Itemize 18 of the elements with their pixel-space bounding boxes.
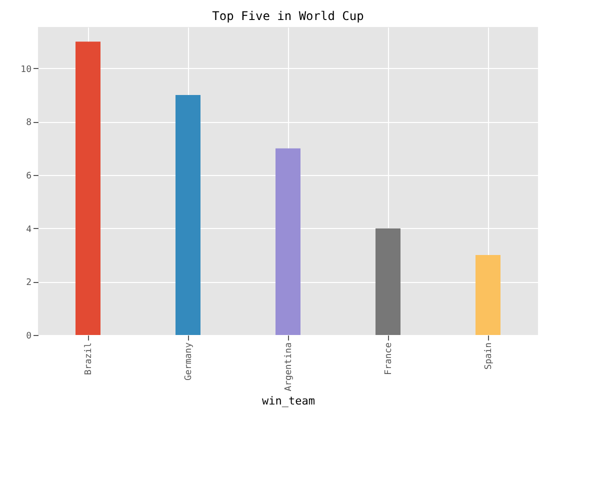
y-tick-label: 6	[26, 172, 32, 182]
x-tick-label: Germany	[184, 342, 194, 380]
x-tick-label: Argentina	[284, 342, 294, 392]
x-tick-label: Brazil	[84, 342, 94, 376]
y-tick-label: 10	[20, 64, 32, 75]
bar	[376, 228, 400, 335]
x-axis-title: win_team	[262, 394, 316, 408]
bar	[176, 95, 200, 335]
x-tick-label: Spain	[484, 342, 494, 370]
chart-title: Top Five in World Cup	[212, 9, 364, 23]
y-tick-label: 0	[26, 332, 32, 342]
x-tick-label: France	[384, 342, 394, 376]
bar	[76, 42, 100, 335]
y-tick-label: 4	[26, 224, 32, 235]
bar	[276, 148, 300, 335]
y-tick-label: 2	[26, 278, 32, 288]
bar	[476, 255, 500, 335]
y-tick-label: 8	[26, 118, 32, 128]
